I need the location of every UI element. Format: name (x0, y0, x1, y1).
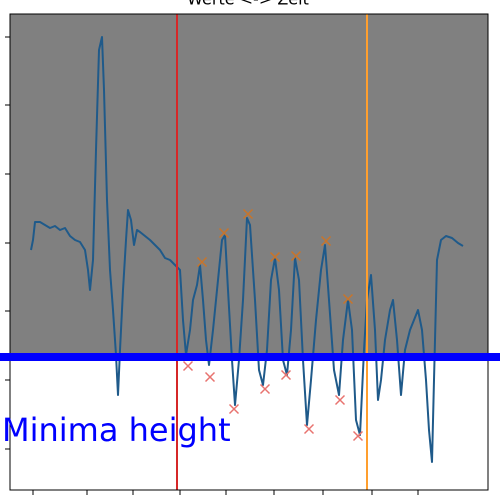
minimum-marker (204, 371, 216, 383)
minimum-marker (259, 383, 271, 395)
threshold-label: Minima height (2, 411, 231, 449)
peak-marker (242, 208, 254, 220)
minimum-marker (334, 394, 346, 406)
peak-marker (196, 256, 208, 268)
peak-marker (290, 250, 302, 262)
data-line (30, 36, 464, 463)
minimum-marker (182, 360, 194, 372)
peak-marker (320, 235, 332, 247)
axes-frame (9, 13, 489, 491)
peak-marker (218, 227, 230, 239)
peak-marker (342, 293, 354, 305)
minimum-marker (280, 369, 292, 381)
peak-marker (269, 251, 281, 263)
chart-title: Werte <-> Zeit (187, 0, 309, 9)
minimum-marker (352, 430, 364, 442)
shaded-region (10, 14, 488, 357)
minimum-marker (303, 423, 315, 435)
minimum-marker (228, 403, 240, 415)
